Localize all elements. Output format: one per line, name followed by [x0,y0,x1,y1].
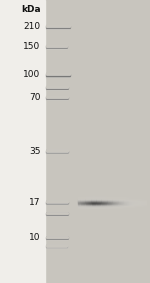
Text: 35: 35 [29,147,40,156]
Text: 10: 10 [29,233,40,242]
Text: 17: 17 [29,198,40,207]
Text: 70: 70 [29,93,40,102]
Text: kDa: kDa [21,5,40,14]
Bar [45,0,150,283]
Bar [0,0,45,283]
Text: 150: 150 [23,42,40,51]
Text: 100: 100 [23,70,40,80]
Text: 210: 210 [23,22,40,31]
